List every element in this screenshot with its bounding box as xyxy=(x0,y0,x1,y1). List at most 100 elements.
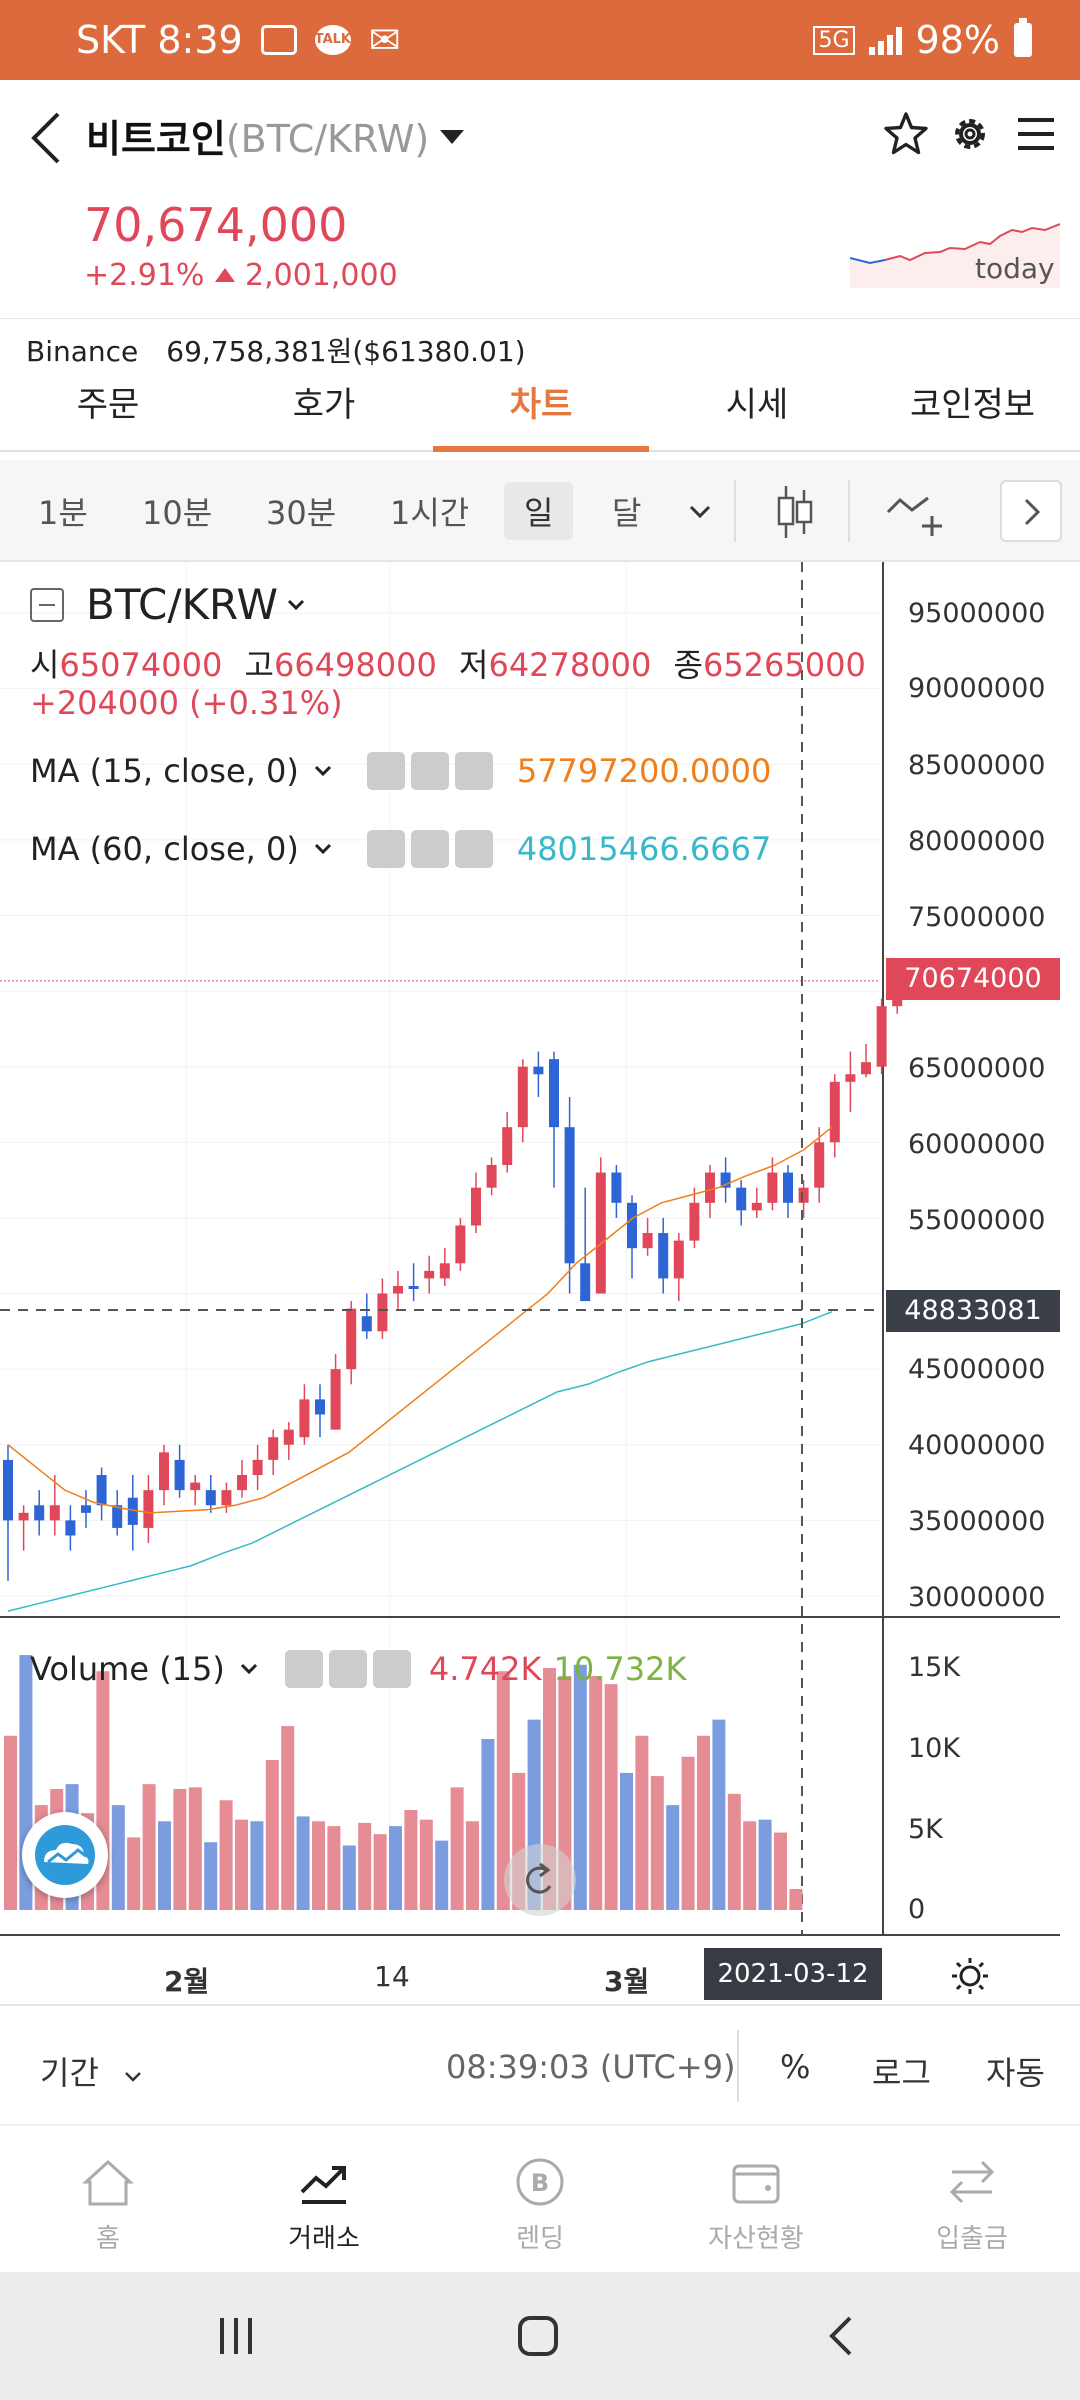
x-label: 14 xyxy=(374,1960,410,1993)
volume-label: Volume (15) xyxy=(30,1650,225,1688)
gear-icon[interactable] xyxy=(328,1650,367,1688)
interval-dropdown-icon[interactable] xyxy=(688,504,712,520)
nav-deposit-withdraw[interactable]: 입출금 xyxy=(864,2126,1080,2274)
auto-toggle[interactable]: 자동 xyxy=(986,2054,1045,2092)
gear-icon[interactable] xyxy=(410,830,449,868)
volume-bar xyxy=(774,1832,787,1910)
chevron-down-icon[interactable] xyxy=(313,842,333,856)
divider xyxy=(737,2030,739,2102)
candle-body xyxy=(408,1285,419,1290)
indicator-add-icon[interactable] xyxy=(886,490,946,540)
candle-body xyxy=(471,1187,481,1226)
candle-body xyxy=(299,1399,310,1438)
volume-bar xyxy=(4,1735,17,1910)
volume-bar xyxy=(404,1809,418,1910)
nav-exchange[interactable]: 거래소 xyxy=(216,2126,432,2274)
tab-chart[interactable]: 차트 xyxy=(509,385,573,425)
candle-body xyxy=(283,1429,294,1445)
y-tick: 75000000 xyxy=(908,902,1046,933)
y-tick: 30000000 xyxy=(908,1582,1046,1613)
candle-body xyxy=(798,1187,809,1203)
interval-day[interactable]: 일 xyxy=(504,482,574,540)
volume-bar xyxy=(111,1805,125,1910)
interval-month[interactable]: 달 xyxy=(612,494,642,532)
chart-style-button[interactable] xyxy=(22,1812,108,1898)
candle-body xyxy=(174,1459,185,1491)
coin-title[interactable]: 비트코인(BTC/KRW) xyxy=(86,108,429,163)
reset-chart-button[interactable] xyxy=(504,1844,576,1916)
close-icon[interactable] xyxy=(372,1650,411,1688)
visibility-icon[interactable] xyxy=(366,830,405,868)
system-nav-bar xyxy=(0,2272,1080,2400)
visibility-icon[interactable] xyxy=(366,752,405,790)
interval-30m[interactable]: 30분 xyxy=(266,494,337,532)
candle-body xyxy=(361,1316,372,1332)
ma60-label: MA (60, close, 0) xyxy=(30,830,299,868)
candle-body xyxy=(49,1505,60,1521)
close-icon[interactable] xyxy=(454,752,493,790)
settings-icon[interactable] xyxy=(946,110,994,158)
ma60-value: 48015466.6667 xyxy=(516,830,772,868)
candle-body xyxy=(720,1172,731,1188)
nav-home[interactable]: 홈 xyxy=(0,2126,216,2274)
interval-1m[interactable]: 1분 xyxy=(38,494,88,532)
interval-bar: 1분 10분 30분 1시간 일 달 xyxy=(0,460,1080,562)
interval-1h[interactable]: 1시간 xyxy=(390,494,470,532)
divider xyxy=(734,480,736,542)
home-icon xyxy=(82,2159,134,2206)
candle-body xyxy=(829,1081,840,1143)
period-selector[interactable]: 기간 xyxy=(40,2048,143,2094)
tab-order[interactable]: 주문 xyxy=(76,385,140,425)
volume-bar xyxy=(219,1800,233,1910)
recent-apps-icon[interactable] xyxy=(214,2314,258,2358)
percent-toggle[interactable]: % xyxy=(780,2048,811,2086)
clock-time: 08:39:03 (UTC+9) xyxy=(446,2048,736,2086)
log-toggle[interactable]: 로그 xyxy=(872,2054,931,2092)
visibility-icon[interactable] xyxy=(284,1650,323,1688)
star-icon[interactable] xyxy=(882,110,930,158)
candle-body xyxy=(642,1233,653,1249)
interval-10m[interactable]: 10분 xyxy=(142,494,213,532)
y-tick: 55000000 xyxy=(908,1205,1046,1236)
chart-symbol[interactable]: BTC/KRW xyxy=(30,580,306,629)
tab-market[interactable]: 시세 xyxy=(725,385,789,425)
candle-body xyxy=(705,1172,715,1203)
candle-body xyxy=(315,1399,325,1415)
candle-body xyxy=(517,1066,528,1128)
y-tick: 90000000 xyxy=(908,673,1046,704)
chevron-down-icon[interactable] xyxy=(313,764,333,778)
collapse-icon[interactable] xyxy=(30,587,64,622)
volume-tick: 5K xyxy=(908,1814,943,1845)
candlestick-type-icon[interactable] xyxy=(774,482,814,542)
back-icon[interactable] xyxy=(26,110,66,166)
menu-icon[interactable] xyxy=(1012,110,1060,158)
tab-orderbook[interactable]: 호가 xyxy=(292,385,356,425)
brightness-icon[interactable] xyxy=(950,1956,990,1996)
candle-body xyxy=(81,1505,91,1513)
nav-lending[interactable]: B 렌딩 xyxy=(432,2126,648,2274)
candle-body xyxy=(237,1475,247,1491)
candle-body xyxy=(845,1074,856,1082)
candle-body xyxy=(143,1490,154,1528)
candle-body xyxy=(424,1270,435,1279)
volume-bar xyxy=(435,1840,449,1910)
chevron-down-icon[interactable] xyxy=(239,1662,259,1676)
close-icon[interactable] xyxy=(454,830,493,868)
back-button-icon[interactable] xyxy=(826,2314,856,2358)
candle-body xyxy=(65,1520,76,1536)
nav-assets[interactable]: 자산현황 xyxy=(648,2126,864,2274)
volume-bar xyxy=(235,1819,248,1910)
tab-coin-info[interactable]: 코인정보 xyxy=(909,385,1036,425)
chevron-down-icon[interactable] xyxy=(286,598,306,612)
volume-bar xyxy=(604,1684,618,1910)
candle-body xyxy=(595,1172,606,1294)
volume-bar xyxy=(158,1821,171,1910)
home-button-icon[interactable] xyxy=(516,2314,560,2358)
chart-footer: 기간 08:39:03 (UTC+9) % 로그 자동 xyxy=(0,2004,1080,2124)
volume-bar xyxy=(789,1889,803,1910)
interval-next-button[interactable] xyxy=(1000,480,1062,542)
gear-icon[interactable] xyxy=(410,752,449,790)
x-label: 3월 xyxy=(604,1965,650,1998)
coin-dropdown-icon[interactable] xyxy=(440,130,464,144)
volume-bar xyxy=(589,1676,603,1910)
